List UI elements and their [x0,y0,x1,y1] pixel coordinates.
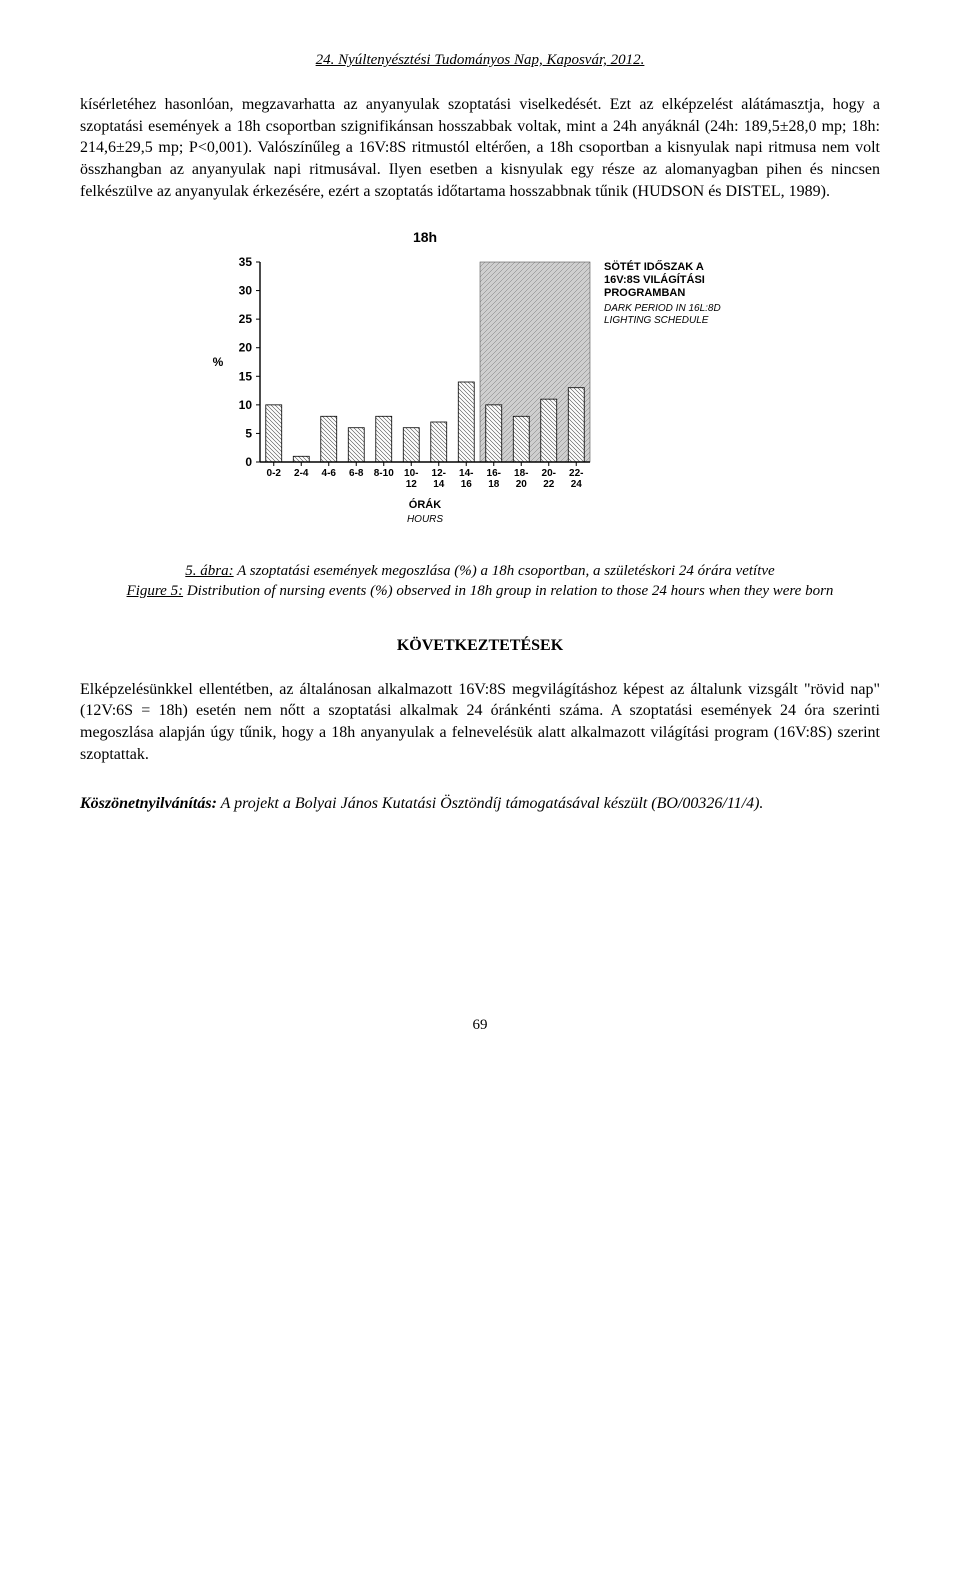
svg-text:18-: 18- [514,468,528,479]
caption-body-en: Distribution of nursing events (%) obser… [183,583,833,599]
svg-text:15: 15 [239,370,253,384]
svg-text:8-10: 8-10 [374,468,394,479]
svg-text:18h: 18h [413,229,437,245]
acknowledgement: Köszönetnyilvánítás: A projekt a Bolyai … [80,793,880,815]
caption-lead-hu: 5. ábra: [185,563,233,579]
svg-text:10: 10 [239,398,253,412]
svg-text:16-: 16- [487,468,501,479]
svg-text:16V:8S VILÁGÍTÁSI: 16V:8S VILÁGÍTÁSI [604,273,705,286]
svg-text:5: 5 [245,427,252,441]
svg-text:16: 16 [461,479,473,490]
svg-text:6-8: 6-8 [349,468,364,479]
page-number: 69 [80,1015,880,1035]
svg-text:0: 0 [245,455,252,469]
svg-text:0-2: 0-2 [267,468,282,479]
svg-text:SÖTÉT IDŐSZAK A: SÖTÉT IDŐSZAK A [604,260,704,273]
svg-text:12: 12 [406,479,418,490]
body-paragraph-2: Elképzelésünkkel ellentétben, az általán… [80,679,880,765]
running-header: 24. Nyúltenyésztési Tudományos Nap, Kapo… [80,50,880,70]
svg-text:22: 22 [543,479,555,490]
svg-text:LIGHTING SCHEDULE: LIGHTING SCHEDULE [604,315,709,326]
caption-lead-en: Figure 5: [127,583,184,599]
ack-body: A projekt a Bolyai János Kutatási Ösztön… [217,795,764,812]
svg-text:25: 25 [239,312,253,326]
svg-text:20-: 20- [542,468,556,479]
svg-text:35: 35 [239,255,253,269]
svg-text:10-: 10- [404,468,418,479]
section-heading: KÖVETKEZTETÉSEK [80,635,880,657]
svg-text:2-4: 2-4 [294,468,309,479]
svg-text:14-: 14- [459,468,473,479]
body-paragraph-1: kísérletéhez hasonlóan, megzavarhatta az… [80,94,880,202]
svg-text:PROGRAMBAN: PROGRAMBAN [604,287,685,299]
svg-text:18: 18 [488,479,500,490]
svg-text:12-: 12- [432,468,446,479]
ack-lead: Köszönetnyilvánítás: [80,795,217,812]
svg-text:14: 14 [433,479,445,490]
svg-text:HOURS: HOURS [407,514,443,525]
caption-body-hu: A szoptatási események megoszlása (%) a … [234,563,775,579]
figure-5-chart: 18h 0 5 10 15 20 25 30 35 0-2 2-4 4-6 6-8 8-10 10-12 12… [200,222,760,552]
svg-text:22-: 22- [569,468,583,479]
svg-text:20: 20 [239,341,253,355]
svg-text:ÓRÁK: ÓRÁK [409,498,441,511]
svg-text:4-6: 4-6 [322,468,337,479]
svg-text:DARK PERIOD IN 16L:8D: DARK PERIOD IN 16L:8D [604,303,721,314]
svg-text:24: 24 [571,479,583,490]
svg-text:30: 30 [239,284,253,298]
figure-5-caption: 5. ábra: A szoptatási események megoszlá… [80,562,880,601]
svg-text:20: 20 [516,479,528,490]
svg-text:%: % [213,355,224,369]
